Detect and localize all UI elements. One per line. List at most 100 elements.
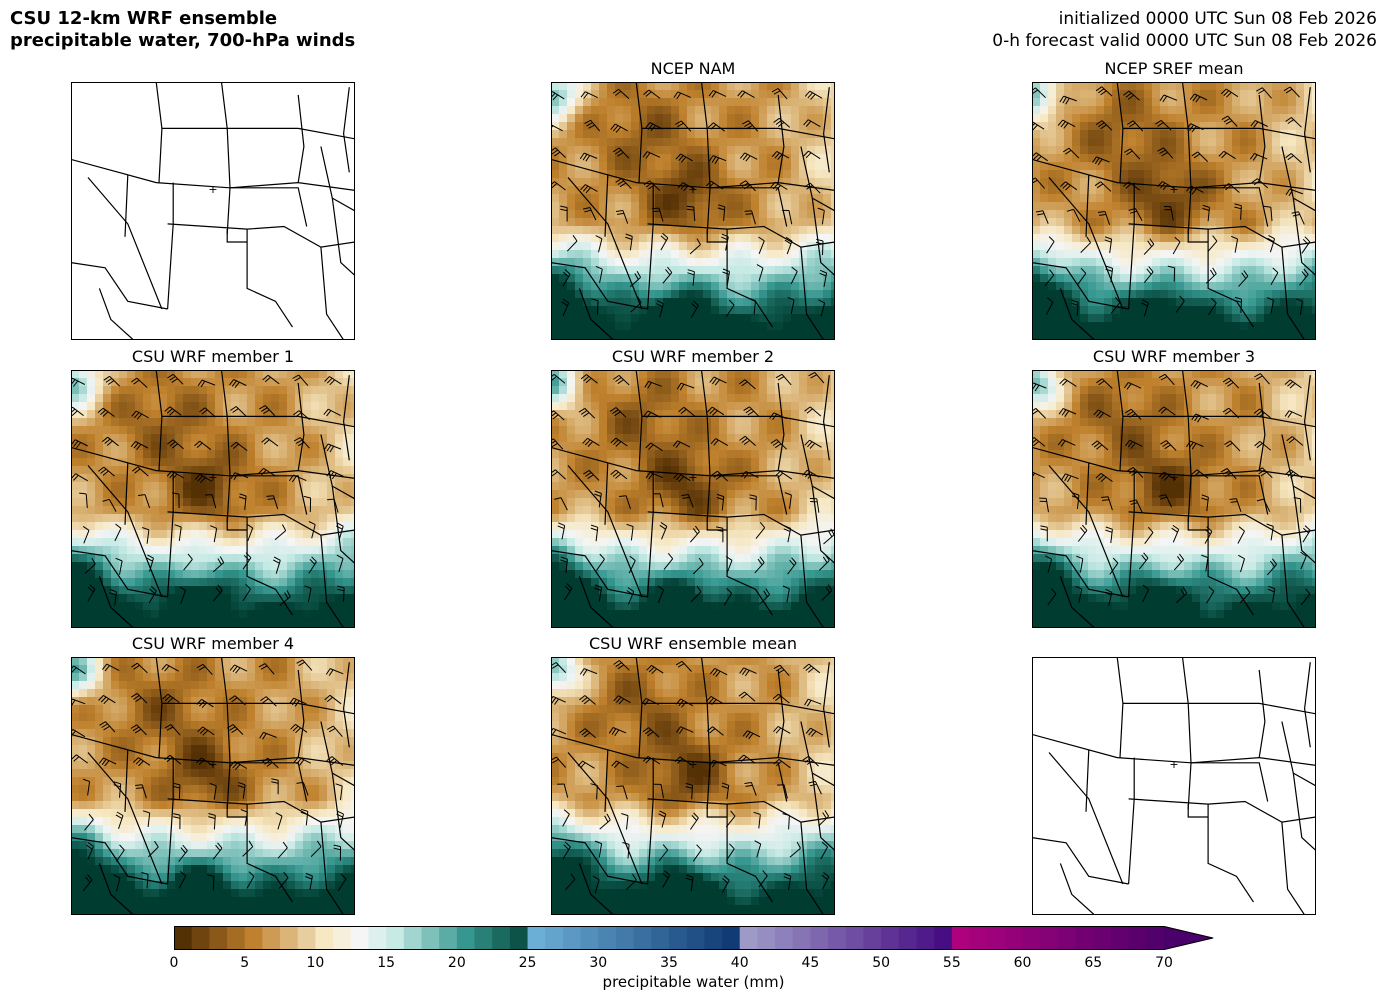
pw-cell (1200, 186, 1209, 195)
pw-cell (807, 106, 816, 115)
pw-cell (639, 538, 648, 547)
pw-cell (559, 434, 568, 443)
pw-cell (127, 546, 136, 555)
pw-cell (1216, 106, 1225, 115)
pw-cell (831, 498, 835, 507)
pw-cell (319, 474, 328, 483)
pw-cell (1216, 274, 1225, 283)
pw-cell (1056, 234, 1065, 243)
pw-cell (671, 418, 680, 427)
state-border (1128, 223, 1316, 248)
pw-cell (631, 450, 640, 459)
wind-barb (610, 123, 628, 133)
pw-cell (335, 578, 344, 587)
pw-cell (711, 466, 720, 475)
state-border (87, 177, 163, 310)
pw-cell (671, 162, 680, 171)
pw-cell (1280, 282, 1289, 291)
pw-cell (1080, 186, 1089, 195)
pw-cell (87, 402, 96, 411)
pw-cell (551, 442, 560, 451)
pw-cell (623, 386, 632, 395)
pw-cell (831, 138, 835, 147)
pw-cell (207, 458, 216, 467)
pw-cell (319, 498, 328, 507)
pw-cell (559, 162, 568, 171)
pw-cell (791, 282, 800, 291)
pw-cell (551, 498, 560, 507)
pw-cell (1288, 242, 1297, 251)
pw-cell (1064, 298, 1073, 307)
pw-cell (239, 506, 248, 515)
pw-cell (735, 250, 744, 259)
pw-cell (1248, 202, 1257, 211)
pw-cell (1232, 298, 1241, 307)
pw-cell (263, 402, 272, 411)
pw-cell (559, 106, 568, 115)
pw-cell (751, 130, 760, 139)
pw-cell (1296, 178, 1305, 187)
pw-cell (663, 146, 672, 155)
pw-cell (1112, 322, 1121, 331)
pw-cell (1200, 146, 1209, 155)
pw-cell (623, 594, 632, 603)
pw-cell (831, 426, 835, 435)
pw-cell (1144, 298, 1153, 307)
pw-cell (319, 402, 328, 411)
pw-cell (143, 546, 152, 555)
pw-cell (247, 514, 256, 523)
pw-cell (711, 370, 720, 379)
pw-cell (727, 490, 736, 499)
pw-cell (735, 314, 744, 323)
pw-cell (703, 194, 712, 203)
pw-cell (551, 418, 560, 427)
pw-cell (679, 122, 688, 131)
pw-cell (1096, 290, 1105, 299)
pw-cell (655, 386, 664, 395)
pw-cell (1192, 218, 1201, 227)
pw-cell (191, 378, 200, 387)
wind-barb (262, 374, 280, 385)
pw-cell (1288, 218, 1297, 227)
pw-cell (295, 378, 304, 387)
pw-cell (1272, 202, 1281, 211)
pw-cell (719, 554, 728, 563)
pw-cell (135, 482, 144, 491)
pw-cell (655, 530, 664, 539)
pw-cell (71, 610, 80, 619)
pw-cell (743, 194, 752, 203)
pw-cell (567, 490, 576, 499)
pw-cell (575, 162, 584, 171)
pw-cell (591, 410, 600, 419)
pw-cell (239, 458, 248, 467)
pw-cell (807, 242, 816, 251)
pw-cell (199, 522, 208, 531)
pw-cell (191, 562, 200, 571)
pw-cell (1048, 258, 1057, 267)
pw-cell (599, 450, 608, 459)
pw-cell (623, 274, 632, 283)
pw-cell (1032, 306, 1041, 315)
pw-cell (175, 602, 184, 611)
pw-cell (1224, 250, 1233, 259)
pw-cell (831, 514, 835, 523)
pw-cell (711, 490, 720, 499)
pw-cell (823, 466, 832, 475)
pw-cell (679, 274, 688, 283)
pw-cell (1304, 242, 1313, 251)
state-border (226, 517, 248, 531)
pw-cell (551, 210, 560, 219)
pw-cell (615, 170, 624, 179)
pw-cell (623, 378, 632, 387)
pw-cell (647, 586, 656, 595)
pw-cell (639, 138, 648, 147)
wind-barb (179, 586, 186, 604)
pw-cell (751, 450, 760, 459)
pw-cell (815, 282, 824, 291)
pw-cell (807, 114, 816, 123)
pw-cell (1120, 186, 1129, 195)
pw-cell (791, 514, 800, 523)
wind-barb (229, 379, 247, 389)
pw-cell (783, 498, 792, 507)
pw-cell (1040, 218, 1049, 227)
